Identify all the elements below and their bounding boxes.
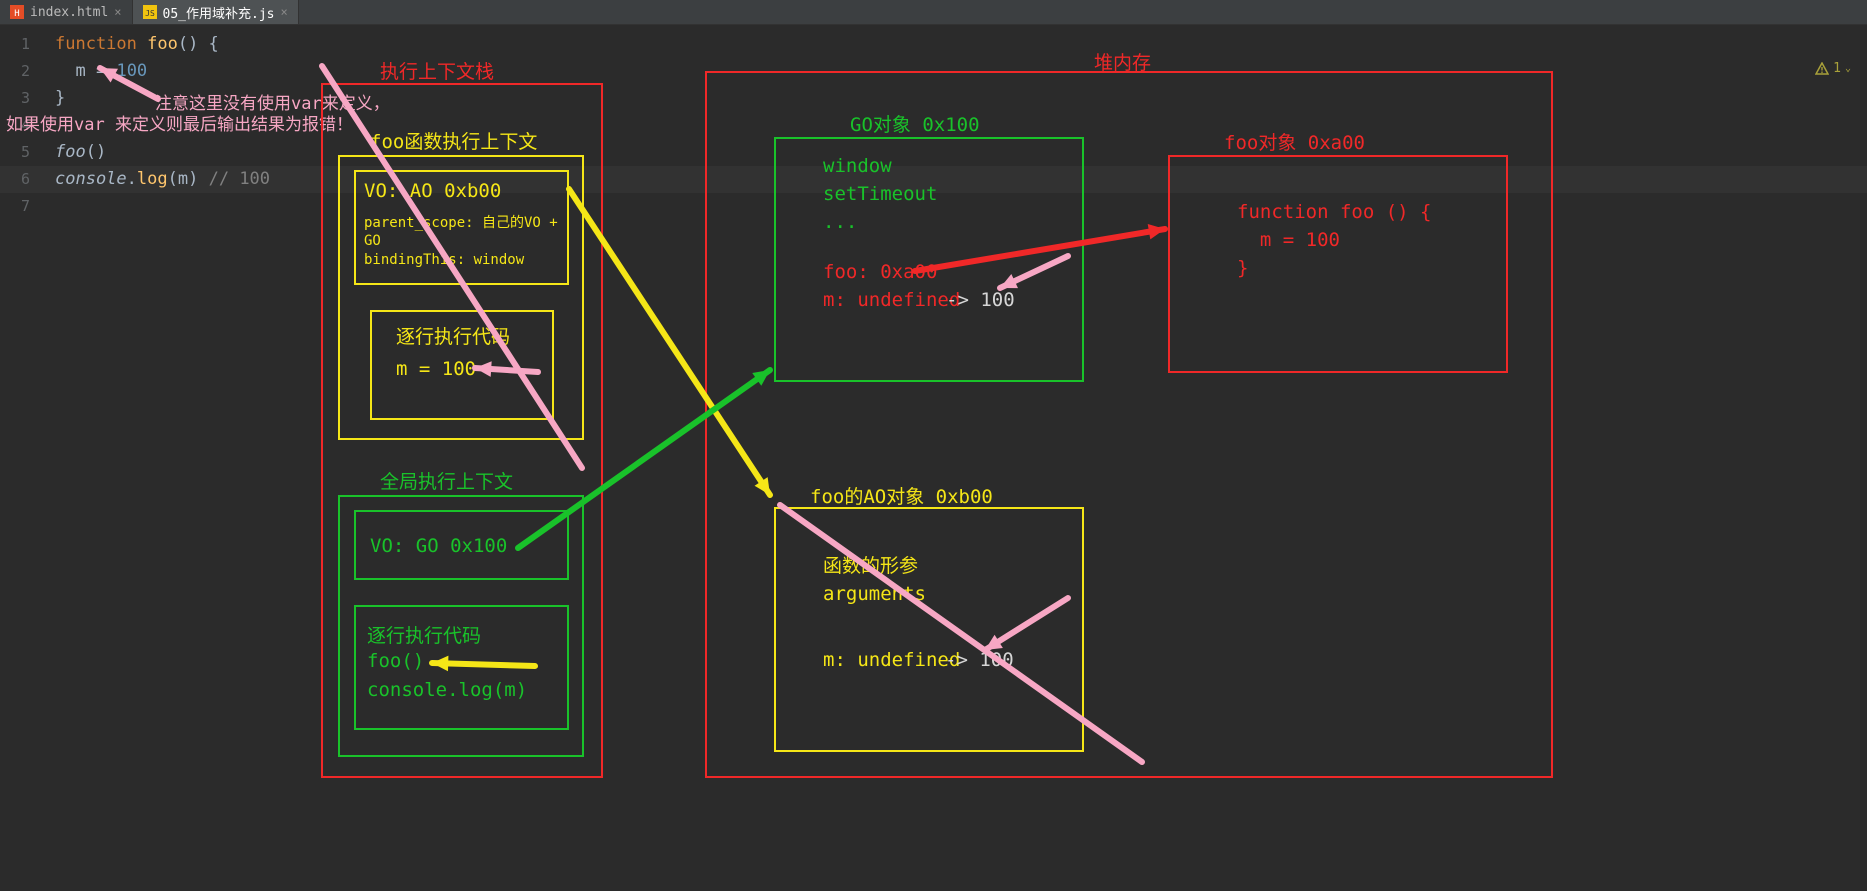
chevron-down-icon: ⌄ bbox=[1845, 63, 1851, 74]
code-line bbox=[55, 112, 270, 139]
tab-label: 05_作用域补充.js bbox=[163, 3, 275, 22]
code-line: m = 100 bbox=[55, 58, 270, 85]
close-icon[interactable]: × bbox=[114, 5, 121, 19]
svg-text:JS: JS bbox=[145, 9, 155, 18]
tab-bar: H index.html × JS 05_作用域补充.js × bbox=[0, 0, 1867, 25]
tab-label: index.html bbox=[30, 5, 108, 20]
warning-indicator[interactable]: 1 ⌄ bbox=[1815, 61, 1851, 76]
html-icon: H bbox=[10, 5, 24, 19]
line-number: 2 bbox=[0, 58, 40, 85]
code-line: console.log(m) // 100 bbox=[55, 166, 270, 193]
editor-area[interactable]: 1 2 3 4 5 6 7 function foo() { m = 100}f… bbox=[0, 25, 1867, 891]
line-number: 7 bbox=[0, 193, 40, 220]
code-line: foo() bbox=[55, 139, 270, 166]
line-number: 3 bbox=[0, 85, 40, 112]
code-line bbox=[55, 193, 270, 220]
line-number: 5 bbox=[0, 139, 40, 166]
tab-index-html[interactable]: H index.html × bbox=[0, 0, 133, 24]
svg-text:H: H bbox=[14, 9, 19, 19]
code-content[interactable]: function foo() { m = 100} foo()console.lo… bbox=[55, 31, 270, 220]
warning-icon bbox=[1815, 62, 1829, 76]
close-icon[interactable]: × bbox=[280, 5, 287, 19]
line-number-gutter: 1 2 3 4 5 6 7 bbox=[0, 25, 40, 220]
warning-count: 1 bbox=[1833, 61, 1841, 76]
tab-js-file[interactable]: JS 05_作用域补充.js × bbox=[133, 0, 299, 24]
js-icon: JS bbox=[143, 5, 157, 19]
line-number: 4 bbox=[0, 112, 40, 139]
code-line: } bbox=[55, 85, 270, 112]
line-number: 1 bbox=[0, 31, 40, 58]
line-number: 6 bbox=[0, 166, 40, 193]
current-line-highlight bbox=[0, 166, 1867, 193]
code-line: function foo() { bbox=[55, 31, 270, 58]
